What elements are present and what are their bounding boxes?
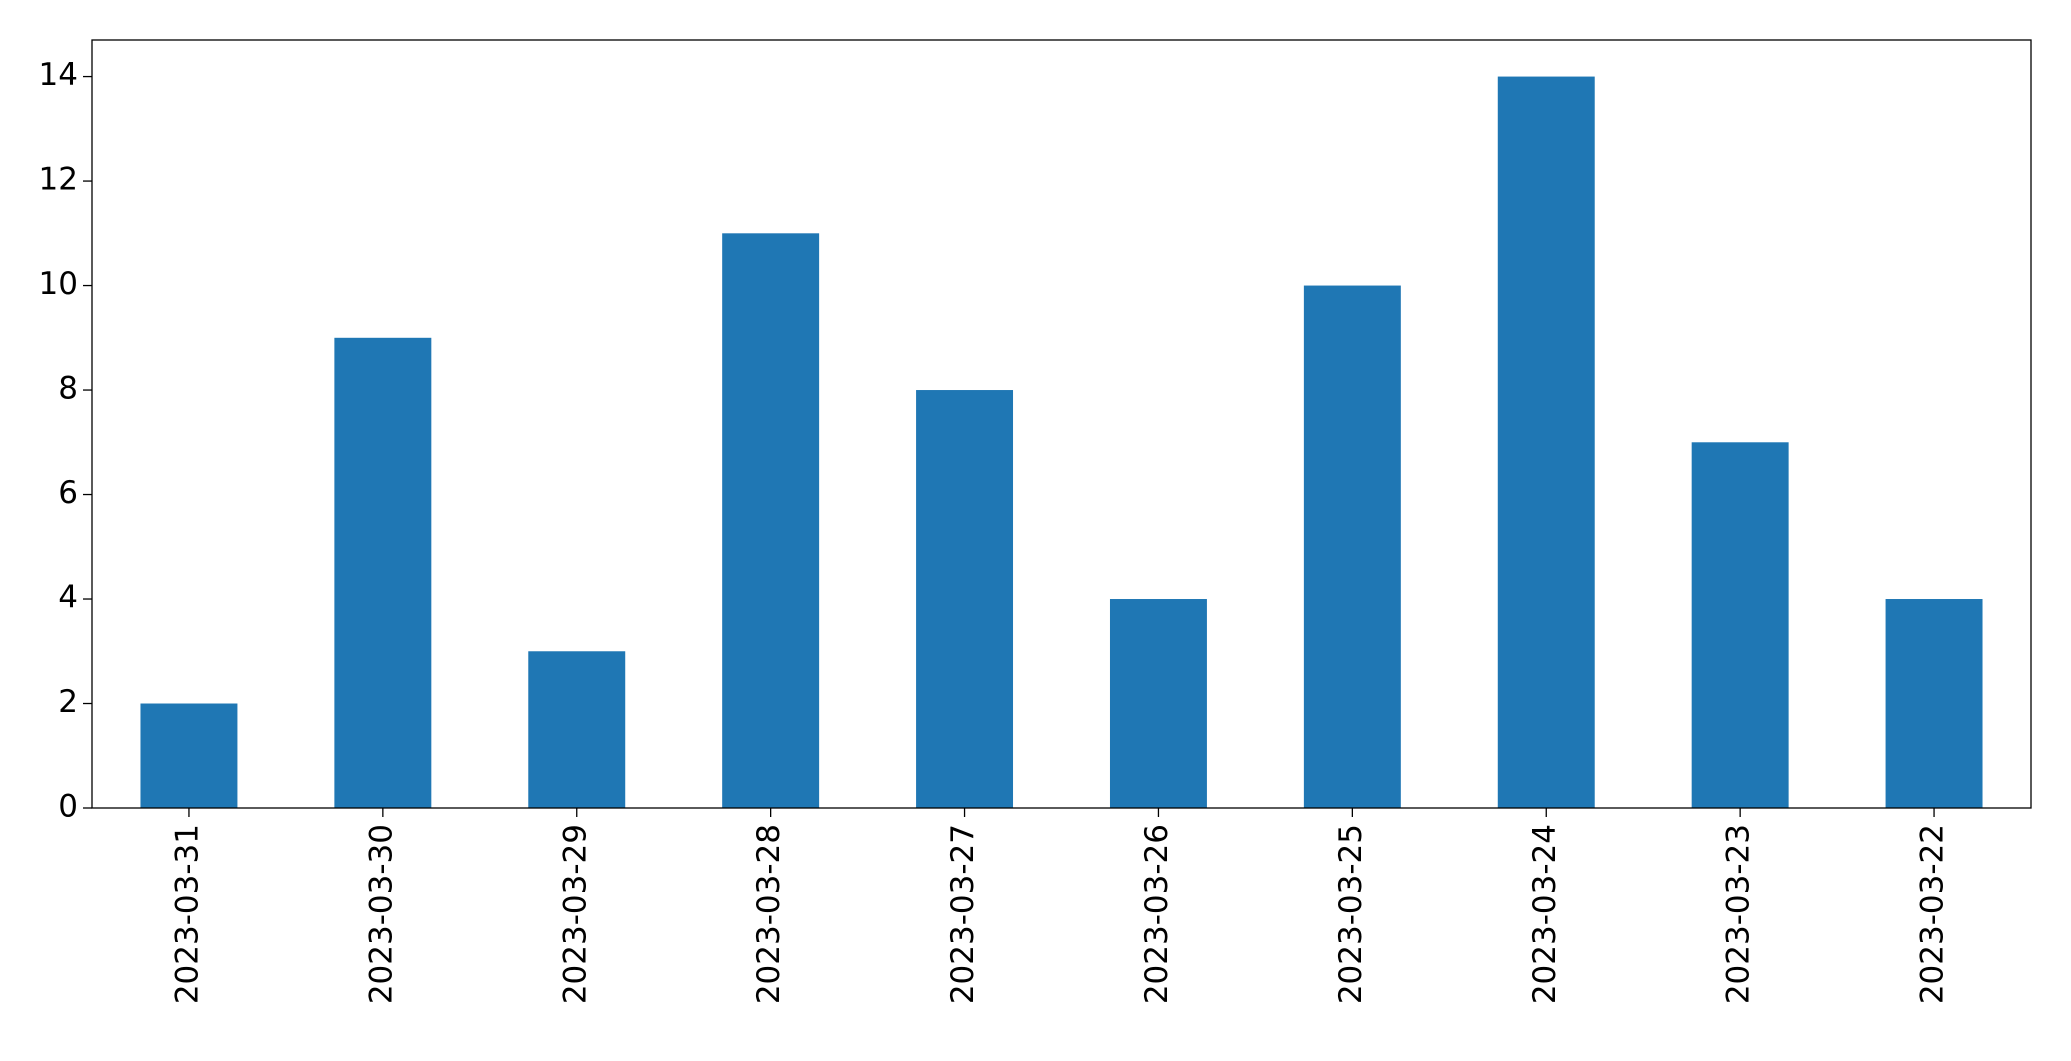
bar — [140, 703, 238, 808]
bar — [1691, 442, 1789, 808]
x-tick-label: 2023-03-31 — [169, 824, 205, 1004]
x-tick-label: 2023-03-25 — [1333, 824, 1369, 1004]
x-tick-label: 2023-03-28 — [751, 824, 787, 1004]
y-tick-label: 10 — [39, 266, 78, 302]
y-tick-label: 14 — [39, 57, 78, 93]
bar — [1885, 599, 1983, 808]
bar — [1109, 599, 1207, 808]
bar — [334, 337, 432, 808]
y-tick-label: 0 — [58, 789, 78, 825]
axes-frame — [91, 39, 2032, 809]
bar — [528, 651, 626, 808]
y-tick-label: 4 — [58, 580, 78, 616]
y-tick-label: 2 — [58, 684, 78, 720]
x-tick-label: 2023-03-23 — [1721, 824, 1757, 1004]
x-tick-label: 2023-03-27 — [945, 824, 981, 1004]
y-tick-label: 12 — [39, 162, 78, 198]
x-tick-label: 2023-03-26 — [1139, 824, 1175, 1004]
bar — [1497, 76, 1595, 809]
x-tick-label: 2023-03-24 — [1527, 824, 1563, 1004]
x-tick-label: 2023-03-29 — [557, 824, 593, 1004]
y-tick-label: 6 — [58, 475, 78, 511]
bar — [916, 390, 1014, 808]
y-tick-label: 8 — [58, 371, 78, 407]
bar — [1303, 285, 1401, 808]
x-tick-label: 2023-03-22 — [1915, 824, 1951, 1004]
x-tick-label: 2023-03-30 — [363, 824, 399, 1004]
bar — [722, 233, 820, 808]
